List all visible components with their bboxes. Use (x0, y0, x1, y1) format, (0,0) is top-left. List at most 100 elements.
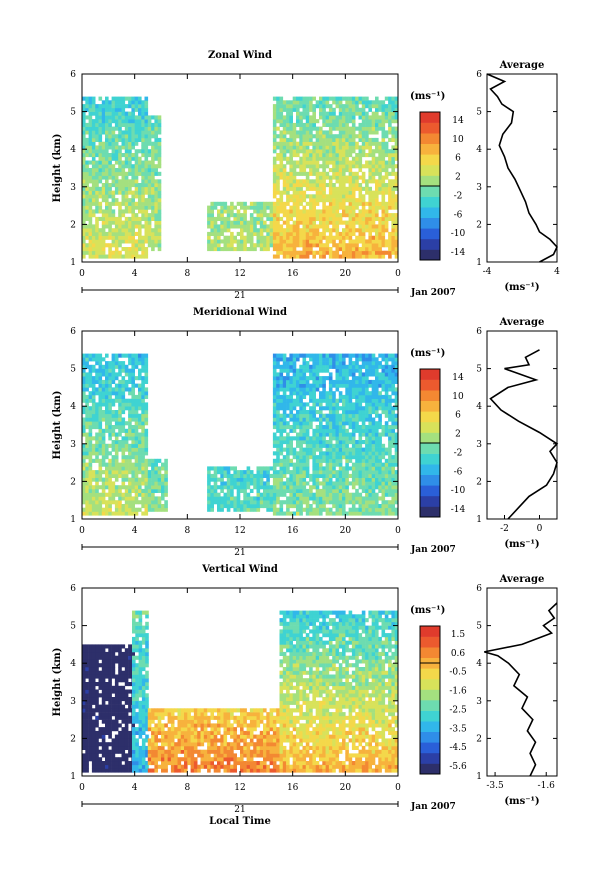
heatmap-cell (375, 410, 379, 415)
heatmap-cell (319, 156, 323, 161)
heatmap-cell (108, 119, 112, 124)
heatmap-cell (289, 462, 293, 467)
heatmap-cell (157, 243, 162, 248)
heatmap-cell (365, 379, 369, 384)
heatmap-cell (85, 432, 89, 437)
heatmap-cell (101, 372, 106, 377)
heatmap-cell (131, 357, 135, 362)
heatmap-cell (82, 455, 86, 460)
heatmap-cell (371, 462, 376, 467)
heatmap-cell (276, 250, 280, 255)
heatmap-cell (381, 153, 386, 158)
heatmap-cell (88, 209, 93, 214)
heatmap-cell (111, 368, 116, 373)
heatmap-cell (91, 239, 96, 244)
heatmap-cell (292, 406, 297, 411)
heatmap-cell (365, 220, 369, 225)
heatmap-cell (114, 458, 119, 463)
heatmap-cell (282, 417, 287, 422)
heatmap-cell (91, 254, 96, 259)
heatmap-cell (108, 111, 112, 116)
heatmap-cell (368, 492, 372, 497)
heatmap-cell (368, 205, 372, 210)
heatmap-cell (272, 462, 277, 467)
heatmap-cell (154, 137, 158, 142)
heatmap-cell (325, 492, 330, 497)
heatmap-cell (296, 96, 300, 101)
heatmap-cell (371, 115, 376, 120)
heatmap-cell (355, 451, 359, 456)
heatmap-cell (111, 391, 116, 396)
heatmap-cell (345, 496, 349, 501)
heatmap-cell (98, 364, 103, 369)
heatmap-cell (91, 477, 96, 482)
heatmap-cell (210, 492, 214, 497)
heatmap-cell (299, 198, 303, 203)
heatmap-cell (272, 190, 277, 195)
heatmap-cell (345, 488, 349, 493)
heatmap-cell (121, 379, 126, 384)
heatmap-cell (151, 243, 155, 248)
heatmap-cell (121, 421, 126, 426)
heatmap-cell (338, 122, 343, 127)
heatmap-cell (351, 376, 356, 381)
heatmap-cell (95, 353, 99, 358)
heatmap-cell (378, 391, 382, 396)
heatmap-cell (131, 391, 135, 396)
heatmap-cell (272, 205, 277, 210)
heatmap-cell (315, 481, 320, 486)
heatmap-cell (272, 500, 277, 505)
heatmap-cell (361, 477, 366, 482)
heatmap-cell (108, 205, 112, 210)
heatmap-cell (368, 458, 372, 463)
heatmap-cell (355, 153, 359, 158)
heatmap-cell (279, 485, 284, 490)
heatmap-cell (154, 186, 158, 191)
heatmap-cell (114, 361, 119, 366)
heatmap-cell (384, 462, 389, 467)
heatmap-cell (322, 111, 326, 116)
heatmap-cell (263, 466, 267, 471)
heatmap-cell (338, 504, 343, 509)
heatmap-cell (342, 104, 346, 109)
heatmap-cell (263, 235, 267, 240)
heatmap-cell (98, 402, 103, 407)
heatmap-cell (141, 164, 145, 169)
heatmap-cell (286, 364, 290, 369)
heatmap-cell (332, 391, 336, 396)
heatmap-cell (213, 466, 218, 471)
heatmap-cell (388, 137, 392, 142)
heatmap-cell (355, 417, 359, 422)
heatmap-cell (312, 353, 316, 358)
heatmap-cell (88, 507, 93, 512)
heatmap-cell (375, 104, 379, 109)
heatmap-cell (144, 470, 149, 475)
heatmap-cell (375, 194, 379, 199)
heatmap-cell (342, 488, 346, 493)
colorbar-swatch (420, 164, 440, 176)
heatmap-cell (345, 368, 349, 373)
heatmap-cell (355, 213, 359, 218)
heatmap-cell (85, 175, 89, 180)
heatmap-cell (315, 410, 320, 415)
heatmap-cell (299, 183, 303, 188)
heatmap-cell (114, 186, 119, 191)
heatmap-cell (134, 500, 139, 505)
heatmap-cell (332, 496, 336, 501)
heatmap-cell (111, 190, 116, 195)
heatmap-cell (82, 250, 86, 255)
heatmap-cell (365, 160, 369, 165)
heatmap-cell (394, 239, 399, 244)
heatmap-cell (82, 364, 86, 369)
heatmap-cell (328, 353, 333, 358)
heatmap-cell (220, 213, 224, 218)
heatmap-cell (348, 511, 353, 516)
heatmap-cell (124, 104, 129, 109)
heatmap-cell (269, 243, 274, 248)
heatmap-cell (315, 104, 320, 109)
heatmap-cell (276, 100, 280, 105)
heatmap-cell (315, 130, 320, 135)
heatmap-cell (157, 500, 162, 505)
heatmap-cell (118, 201, 122, 206)
heatmap-cell (299, 130, 303, 135)
